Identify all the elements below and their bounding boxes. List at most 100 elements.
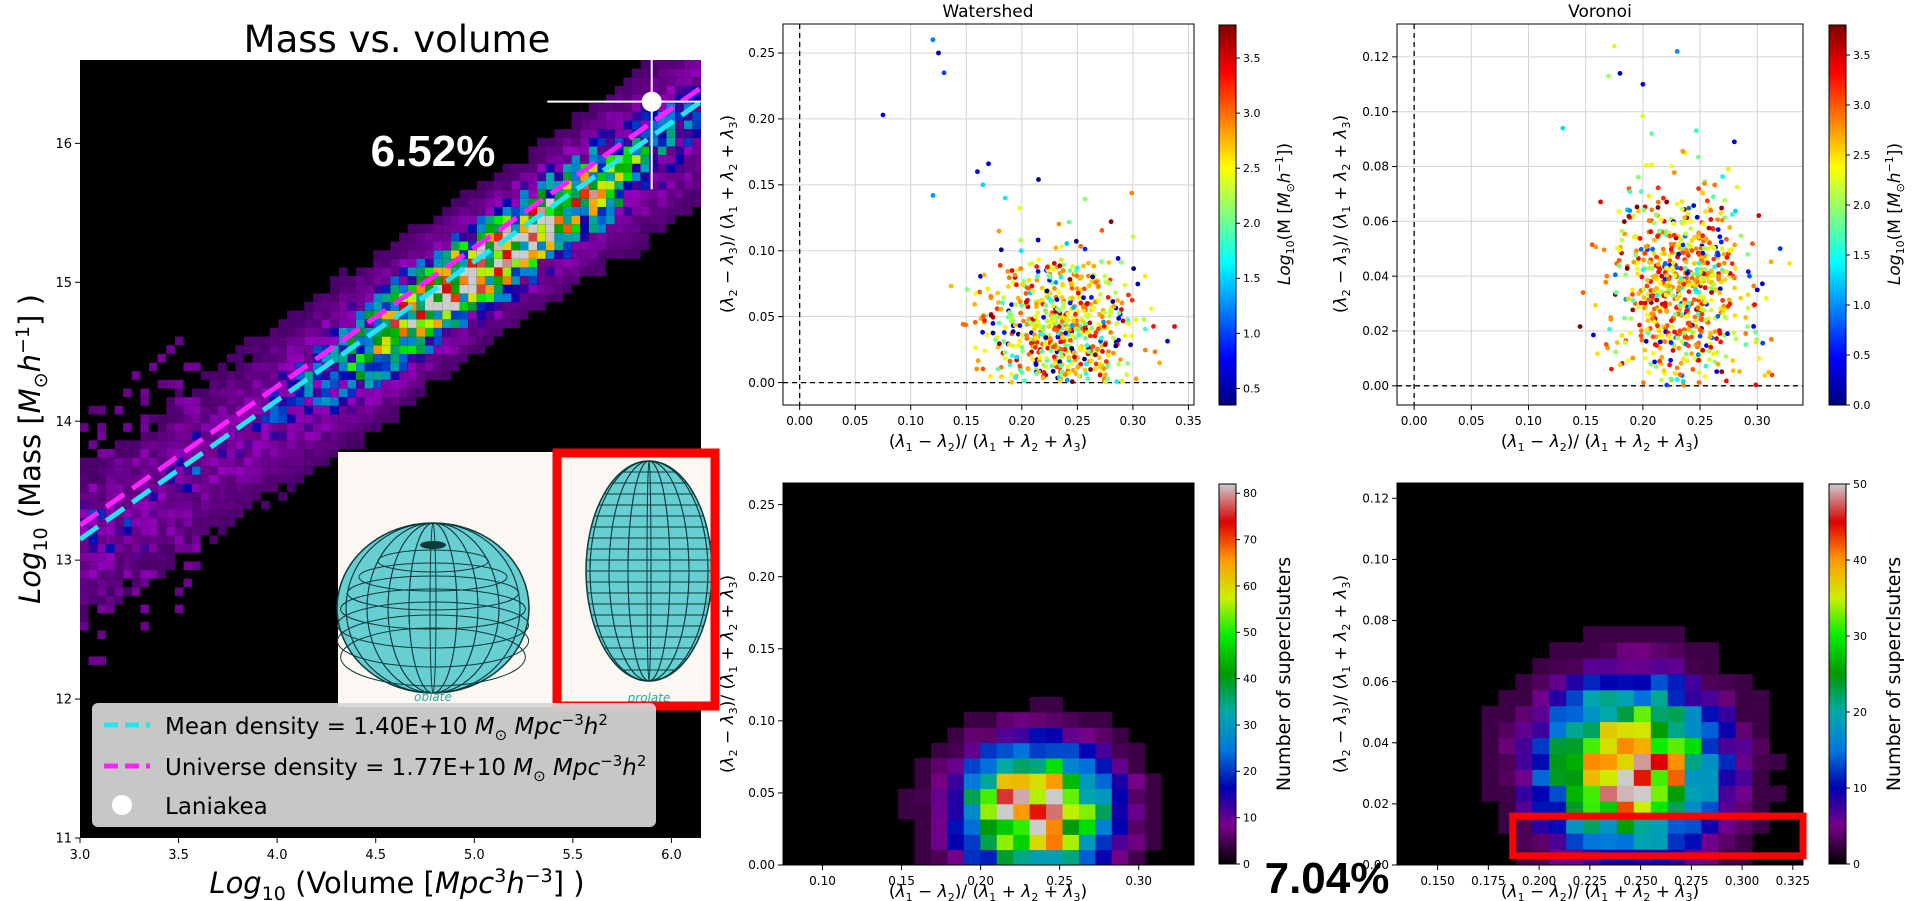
scatter-point (1722, 197, 1728, 203)
density-cell (666, 94, 676, 104)
density-cell (226, 371, 236, 380)
scatter-point (1652, 237, 1657, 243)
histogram-cell (1718, 737, 1736, 755)
scatter-point (1622, 340, 1628, 345)
density-cell (105, 492, 115, 501)
scatter-point (1017, 338, 1023, 344)
density-cell (416, 232, 426, 242)
voronoi-histogram-x-label: (λ1 − λ2)/ (λ1 + λ2 + λ3) (1501, 882, 1699, 901)
scatter-point (1657, 228, 1662, 234)
density-cell (140, 423, 150, 432)
density-cell (174, 492, 184, 501)
scatter-point (1696, 380, 1702, 385)
scatter-point (1017, 299, 1023, 305)
density-cell (304, 440, 313, 450)
density-cell (476, 276, 486, 285)
density-cell (356, 345, 365, 354)
scatter-point (1657, 309, 1663, 314)
density-cell (399, 232, 408, 242)
scatter-point (1677, 328, 1683, 334)
scatter-point (1760, 340, 1766, 346)
scatter-point (1035, 269, 1041, 274)
density-cell (80, 578, 89, 588)
histogram-cell (1566, 817, 1584, 834)
density-cell (80, 596, 89, 605)
density-cell (166, 509, 175, 519)
scatter-point (1007, 362, 1013, 368)
density-cell (588, 250, 598, 259)
density-cell (321, 423, 331, 432)
density-cell (80, 561, 89, 571)
watershed-colorbar-ticks: 0.51.01.52.02.53.03.5 (1236, 52, 1261, 395)
scatter-point (1613, 349, 1619, 355)
density-cell (632, 172, 641, 182)
density-cell (304, 319, 313, 328)
histogram-cell (1718, 689, 1736, 707)
density-cell (278, 423, 288, 432)
density-cell (511, 293, 520, 303)
histogram-cell (1128, 849, 1146, 866)
density-cell (330, 310, 339, 320)
density-cell (623, 129, 633, 138)
density-cell (425, 302, 434, 311)
density-cell (321, 328, 331, 337)
density-cell (338, 371, 348, 380)
density-cell (416, 310, 426, 320)
histogram-cell (1701, 785, 1719, 802)
density-cell (580, 155, 589, 164)
density-cell (554, 250, 564, 259)
scatter-point (1650, 334, 1656, 340)
watershed-histogram-y-label: (λ2 − λ3)/ (λ1 + λ2 + λ3) (718, 575, 740, 773)
density-cell (287, 405, 296, 415)
scatter-point (1084, 361, 1089, 367)
histogram-cell (1667, 833, 1686, 850)
histogram-cell (1583, 769, 1601, 786)
histogram-cell (914, 819, 932, 835)
density-cell (252, 353, 262, 363)
density-cell (123, 587, 132, 596)
histogram-cell (1684, 817, 1702, 834)
density-cell (614, 241, 624, 251)
density-cell (381, 258, 391, 268)
density-cell (614, 146, 624, 156)
histogram-cell (1532, 769, 1550, 786)
density-cell (485, 267, 495, 277)
density-cell (571, 267, 581, 277)
density-cell (657, 120, 667, 130)
scatter-point (1670, 265, 1675, 270)
scatter-point (1010, 343, 1016, 349)
density-cell (459, 336, 469, 346)
density-cell (502, 319, 512, 328)
density-cell (450, 310, 460, 320)
density-cell (226, 457, 236, 467)
histogram-cell (1144, 803, 1162, 820)
scatter-point (978, 273, 983, 279)
histogram-cell (1583, 705, 1601, 723)
scatter-point (1738, 233, 1744, 239)
density-cell (356, 293, 365, 303)
density-cell (588, 111, 598, 121)
scatter-point (1700, 190, 1705, 196)
scatter-point (996, 320, 1002, 326)
scatter-point (1087, 283, 1092, 288)
density-cell (105, 596, 115, 605)
scatter-point (1667, 362, 1672, 368)
density-cell (243, 483, 253, 493)
density-cell (597, 250, 607, 259)
prolate-spheroid-illustration: prolate (585, 460, 713, 705)
density-cell (399, 319, 408, 328)
density-cell (675, 163, 684, 173)
scatter-point (1655, 199, 1661, 205)
density-cell (278, 431, 288, 441)
scatter-point (1006, 284, 1011, 289)
density-cell (312, 379, 322, 389)
density-cell (295, 362, 305, 372)
density-cell (399, 388, 408, 398)
density-cell (666, 129, 676, 138)
scatter-point (1640, 113, 1645, 119)
density-cell (588, 232, 598, 242)
density-cell (640, 77, 650, 86)
density-cell (571, 198, 581, 207)
y-tick-label: 15 (55, 276, 72, 291)
scatter-point (1682, 334, 1688, 340)
